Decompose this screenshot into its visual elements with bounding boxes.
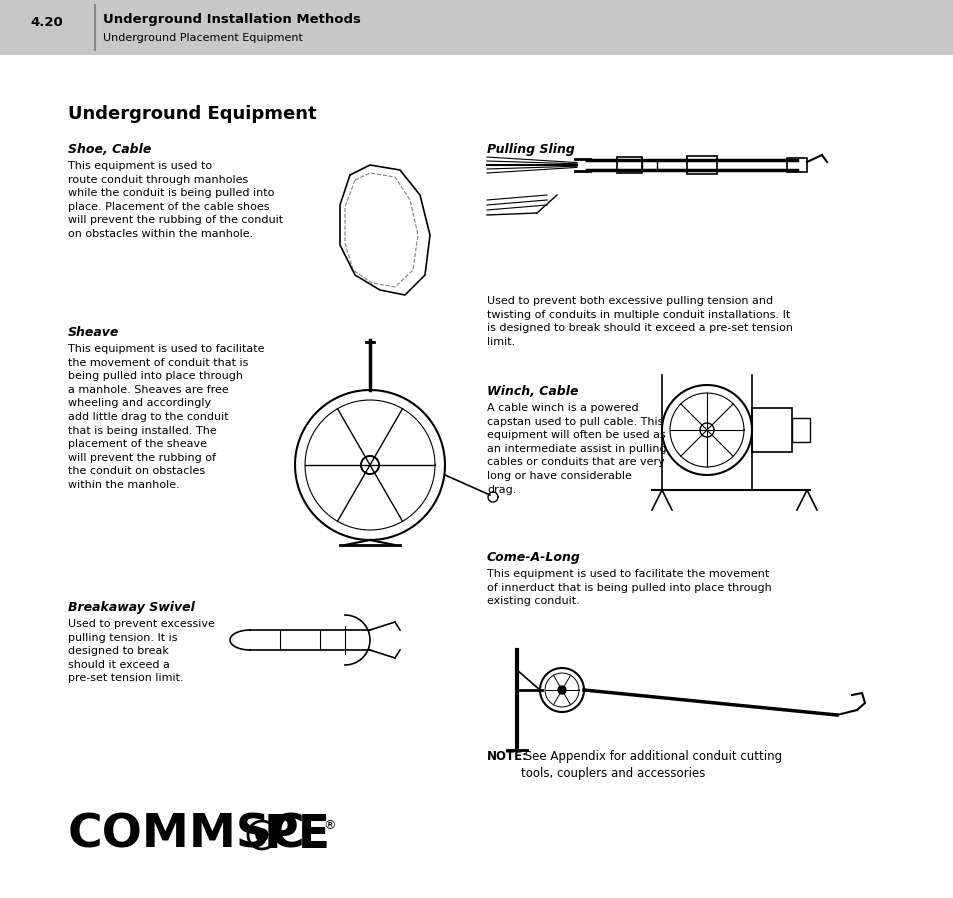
Bar	[686, 156, 717, 174]
Text: Used to prevent both excessive pulling tension and
twisting of conduits in multi: Used to prevent both excessive pulling t…	[486, 296, 792, 347]
Bar	[751, 408, 791, 452]
Text: Underground Equipment: Underground Equipment	[68, 105, 316, 123]
Text: Come-A-Long: Come-A-Long	[486, 551, 580, 564]
Text: Winch, Cable: Winch, Cable	[486, 385, 578, 398]
Polygon shape	[255, 829, 268, 841]
Text: A cable winch is a powered
capstan used to pull cable. This
equipment will often: A cable winch is a powered capstan used …	[486, 403, 666, 495]
Bar	[641, 160, 657, 170]
Bar	[791, 418, 809, 442]
Text: 4.20: 4.20	[30, 15, 63, 29]
Text: Pulling Sling: Pulling Sling	[486, 143, 575, 156]
Text: See Appendix for additional conduit cutting
tools, couplers and accessories: See Appendix for additional conduit cutt…	[520, 750, 781, 780]
Text: This equipment is used to
route conduit through manholes
while the conduit is be: This equipment is used to route conduit …	[68, 161, 283, 239]
Text: This equipment is used to facilitate the movement
of innerduct that is being pul: This equipment is used to facilitate the…	[486, 569, 771, 606]
Text: Used to prevent excessive
pulling tension. It is
designed to break
should it exc: Used to prevent excessive pulling tensio…	[68, 619, 214, 683]
Bar	[786, 158, 806, 172]
Text: Underground Placement Equipment: Underground Placement Equipment	[103, 33, 302, 43]
Text: NOTE:: NOTE:	[486, 750, 527, 763]
Text: Underground Installation Methods: Underground Installation Methods	[103, 13, 360, 27]
Text: COMMSC: COMMSC	[68, 813, 305, 858]
Polygon shape	[360, 456, 378, 474]
Text: Breakaway Swivel: Breakaway Swivel	[68, 601, 194, 614]
Bar	[617, 157, 641, 173]
Text: PE: PE	[264, 813, 331, 858]
Text: Shoe, Cable: Shoe, Cable	[68, 143, 152, 156]
Text: Sheave: Sheave	[68, 326, 119, 339]
Text: ®: ®	[323, 819, 335, 832]
Bar	[0, 0, 953, 55]
Text: This equipment is used to facilitate
the movement of conduit that is
being pulle: This equipment is used to facilitate the…	[68, 344, 264, 490]
Polygon shape	[558, 686, 565, 694]
